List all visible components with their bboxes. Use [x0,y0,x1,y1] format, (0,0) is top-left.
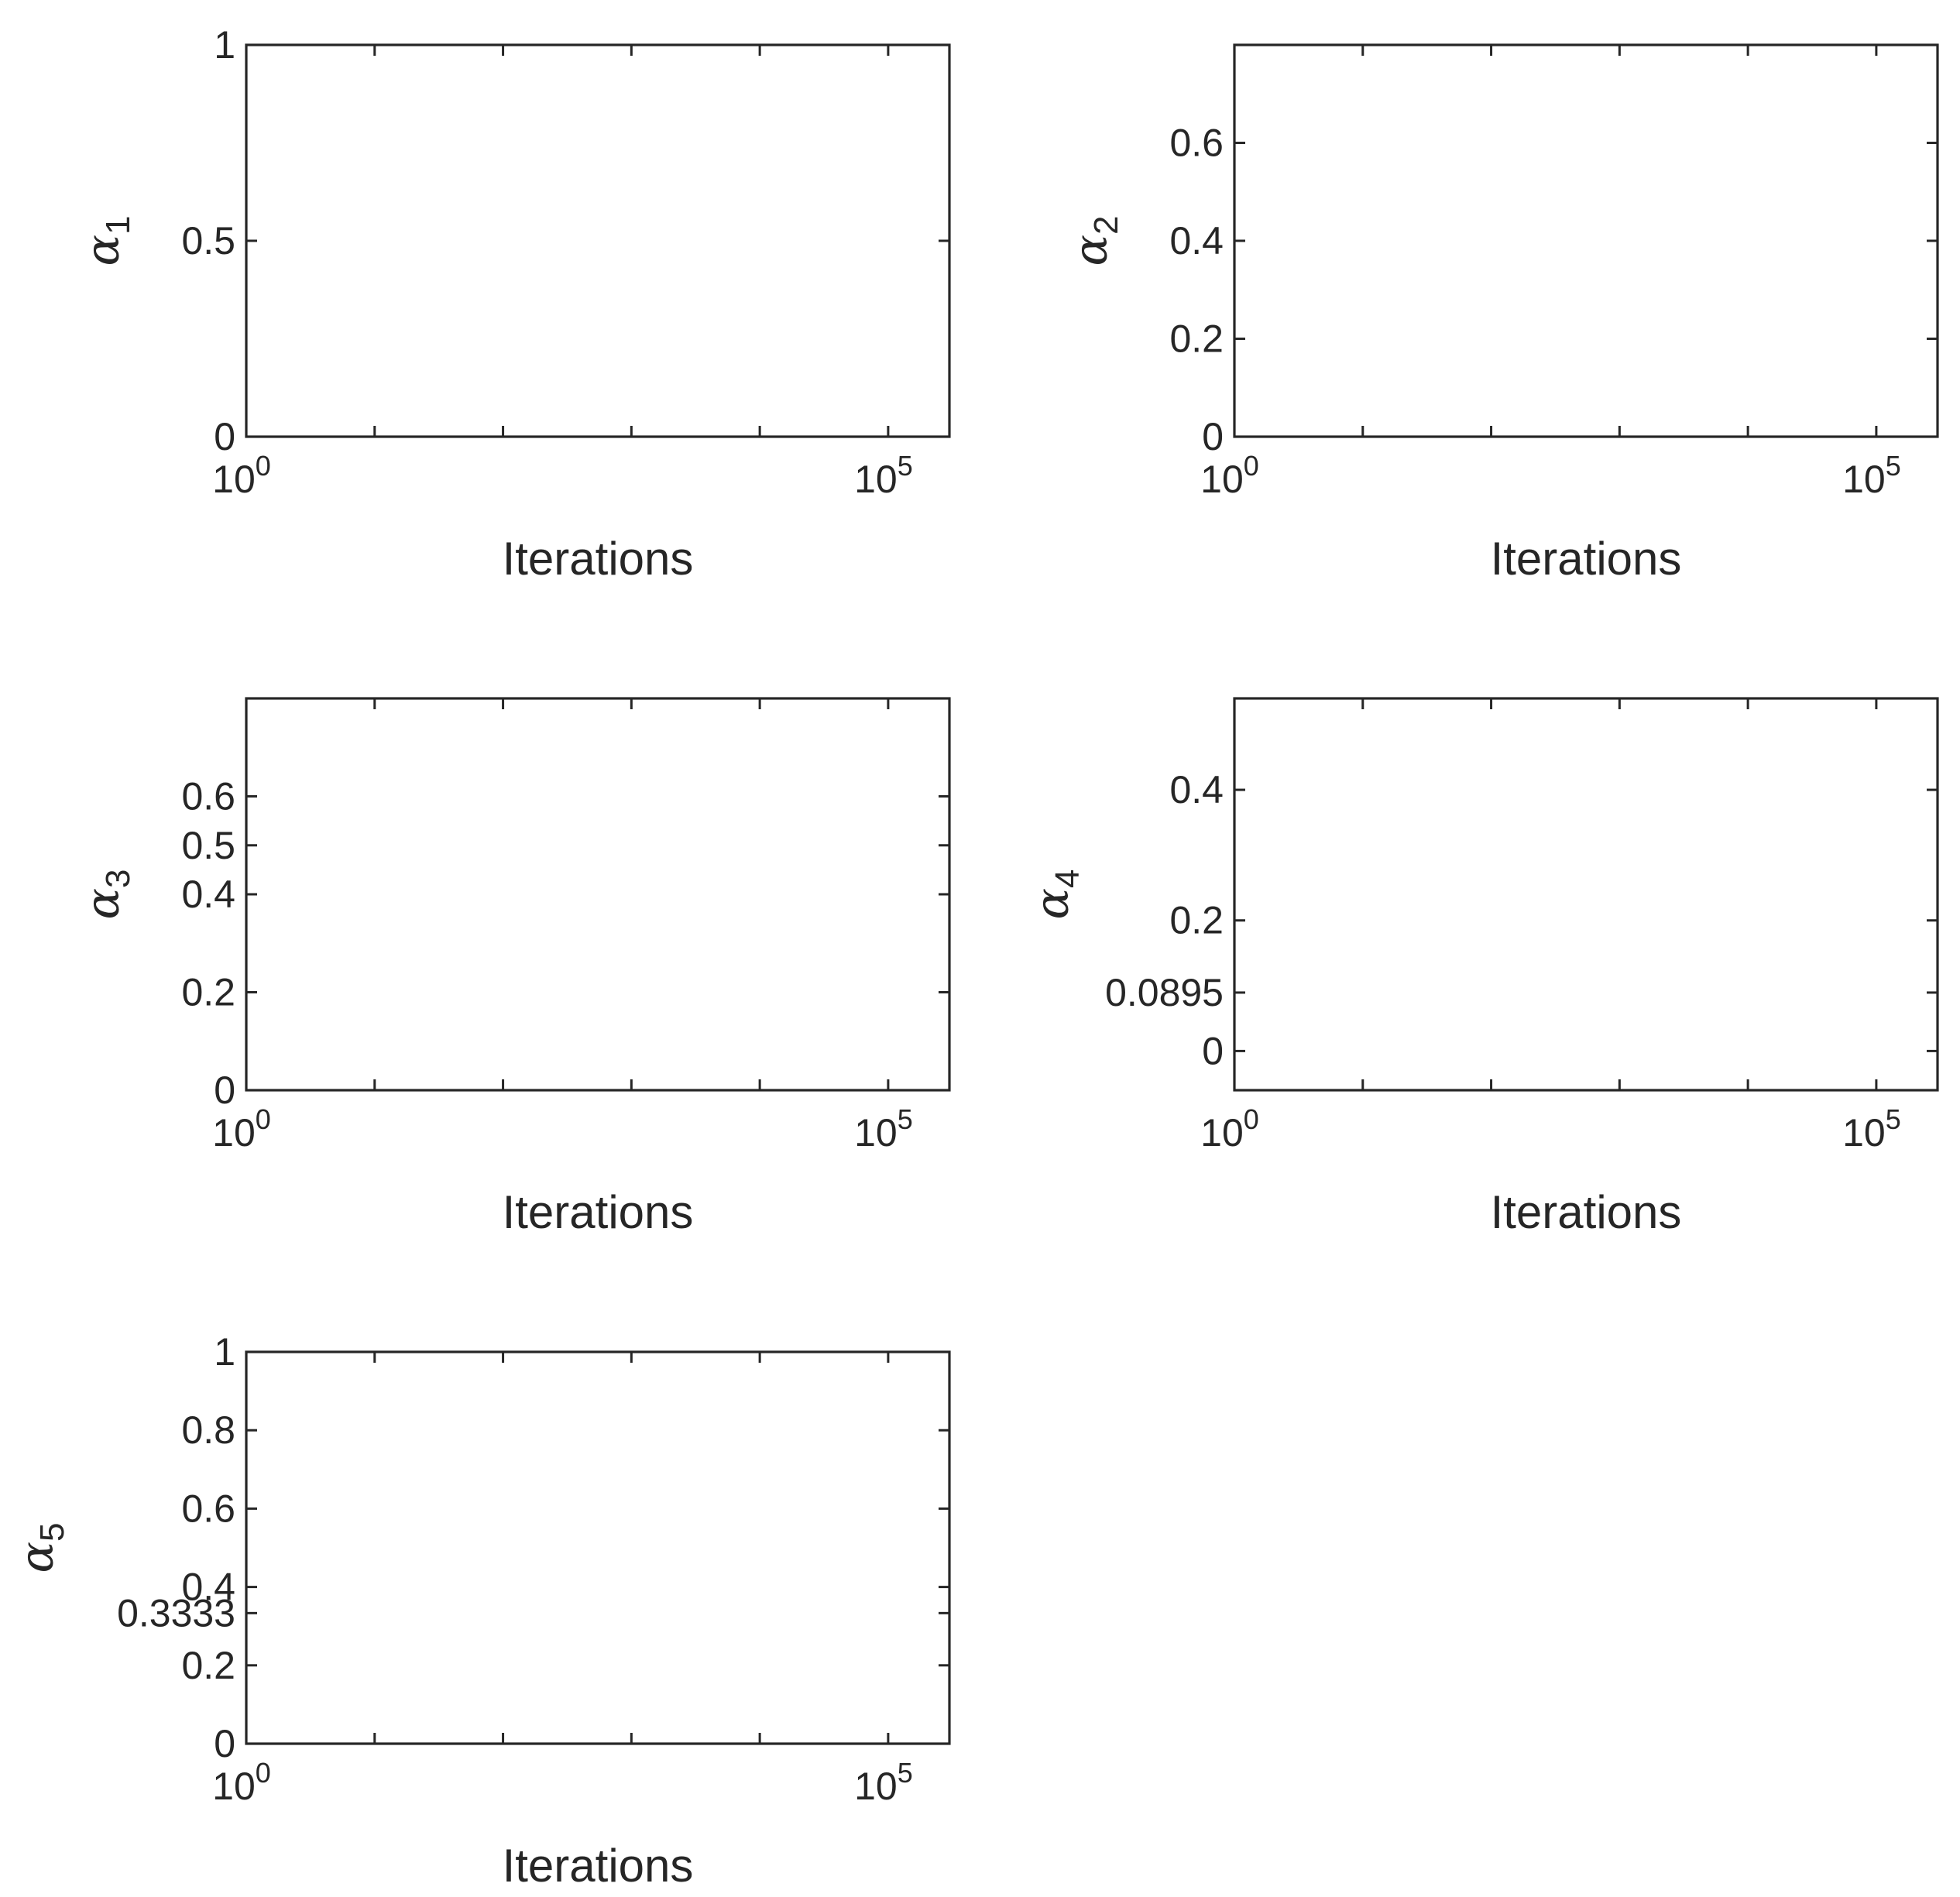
x-tick-label: 100 [1200,450,1259,501]
x-tick-exponent: 5 [898,1103,913,1135]
y-tick-label: 0.3333 [117,1591,235,1635]
y-tick-label: 0 [1202,415,1224,458]
y-axis-subscript: 1 [99,215,137,234]
x-tick-exponent: 0 [256,1757,271,1789]
axis-frame [245,697,951,1092]
x-tick-label: 100 [1200,1103,1259,1154]
x-tick-exponent: 0 [1244,450,1259,482]
y-axis-symbol: α [10,1542,64,1573]
y-axis-label: α5 [10,1522,71,1573]
y-tick-label: 0.8 [181,1408,235,1452]
x-tick-label: 100 [212,1757,271,1808]
x-tick-base: 10 [854,1765,898,1808]
axis-frame [245,1350,951,1745]
x-tick-base: 10 [1842,1111,1886,1154]
y-axis-label: α3 [76,869,137,919]
y-tick-label: 0.0895 [1105,971,1224,1014]
y-axis-subscript: 4 [1049,869,1086,887]
x-tick-exponent: 5 [1886,1103,1901,1135]
y-tick-label: 0 [214,1069,235,1112]
x-tick-base: 10 [854,1111,898,1154]
x-axis-label: Iterations [1491,1186,1682,1238]
x-tick-label: 105 [1842,1103,1901,1154]
y-tick-label: 0.2 [1169,899,1224,942]
y-axis-subscript: 3 [99,869,137,887]
x-tick-label: 105 [1842,450,1901,501]
y-tick-label: 1 [214,23,235,67]
x-tick-label: 100 [212,1103,271,1154]
x-tick-label: 105 [854,450,913,501]
x-tick-exponent: 0 [256,1103,271,1135]
y-axis-subscript: 2 [1087,215,1125,234]
x-tick-exponent: 5 [898,450,913,482]
y-tick-label: 0.4 [181,1566,235,1609]
x-tick-exponent: 5 [1886,450,1901,482]
y-tick-label: 0.2 [181,971,235,1014]
x-axis-label: Iterations [503,1186,694,1238]
x-tick-label: 105 [854,1103,913,1154]
y-tick-label: 1 [214,1330,235,1374]
y-axis-symbol: α [76,888,130,920]
y-axis-subscript: 5 [33,1522,71,1541]
x-tick-base: 10 [212,458,256,501]
y-tick-label: 0.6 [181,775,235,818]
y-tick-label: 0.5 [181,219,235,262]
y-axis-label: α4 [1025,869,1086,919]
x-tick-label: 105 [854,1757,913,1808]
y-axis-symbol: α [1064,235,1118,266]
y-tick-label: 0.5 [181,824,235,867]
y-tick-label: 0.4 [1169,219,1224,262]
axis-frame [1233,43,1939,438]
x-tick-exponent: 0 [256,450,271,482]
x-tick-exponent: 5 [898,1757,913,1789]
y-axis-label: α2 [1064,215,1125,266]
y-tick-label: 0 [214,415,235,458]
y-axis-label: α1 [76,215,137,266]
x-axis-label: Iterations [503,1840,694,1892]
x-tick-base: 10 [1842,458,1886,501]
y-tick-label: 0.6 [1169,122,1224,165]
x-tick-label: 100 [212,450,271,501]
x-tick-base: 10 [1200,1111,1244,1154]
y-tick-label: 0.4 [1169,768,1224,811]
x-axis-label: Iterations [1491,533,1682,585]
y-axis-symbol: α [76,235,130,266]
y-tick-label: 0 [1202,1029,1224,1072]
x-axis-label: Iterations [503,533,694,585]
y-tick-label: 0.2 [181,1644,235,1687]
x-tick-exponent: 0 [1244,1103,1259,1135]
y-axis-symbol: α [1025,888,1080,920]
y-tick-label: 0.4 [181,873,235,916]
x-tick-base: 10 [1200,458,1244,501]
axis-frame [245,43,951,438]
x-tick-base: 10 [212,1765,256,1808]
x-tick-base: 10 [212,1111,256,1154]
x-tick-base: 10 [854,458,898,501]
y-tick-label: 0.6 [181,1487,235,1530]
y-tick-label: 0.2 [1169,317,1224,361]
axis-frame [1233,697,1939,1092]
y-tick-label: 0 [214,1722,235,1765]
